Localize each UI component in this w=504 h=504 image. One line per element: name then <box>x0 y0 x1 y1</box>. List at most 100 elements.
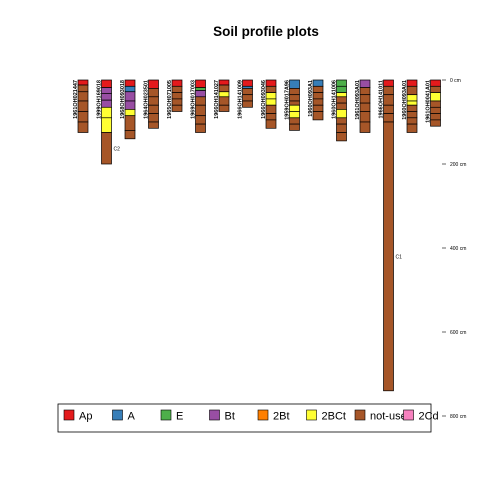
horizon-label: C2 <box>114 146 121 152</box>
depth-tick-label: 400 cm <box>450 246 466 252</box>
horizon-Ap-0 <box>218 79 230 86</box>
horizon-Ap-0 <box>148 79 159 89</box>
horizon-not-used-1 <box>430 85 441 93</box>
legend-swatch <box>403 409 414 421</box>
legend-item-not-used: not-used <box>354 409 413 423</box>
legend-item-E: E <box>160 409 183 423</box>
horizon-not-used-2 <box>148 96 159 106</box>
horizon-Bt-0 <box>359 79 371 88</box>
horizon-2BCt-4 <box>124 109 136 117</box>
profile-1966OH141009: 1966OH141009 <box>238 79 253 119</box>
horizon-2BCt-2 <box>265 92 277 100</box>
legend-item-2Bt: 2Bt <box>257 409 290 423</box>
horizon-not-used-4 <box>195 104 206 117</box>
horizon-not-used-7 <box>336 123 347 133</box>
horizon-2BCt-3 <box>406 100 418 106</box>
horizon-2BCt-3 <box>265 98 277 106</box>
horizon-not-used-2 <box>77 91 89 102</box>
horizon-Bt-1 <box>101 87 112 94</box>
horizon-2BCt-5 <box>289 111 300 119</box>
horizon-Bt-3 <box>101 99 112 108</box>
horizon-not-used-3 <box>430 100 441 108</box>
horizon-not-used-6 <box>289 117 300 125</box>
profile-id-label: 1966OH141027 <box>214 80 220 119</box>
profile-1961OH0041A01: 1961OH0041A01 <box>426 79 441 127</box>
legend-label: E <box>176 411 183 423</box>
horizon-Ap-0 <box>383 79 394 87</box>
horizon-not-used-6 <box>336 117 347 125</box>
horizon-not-used-5 <box>312 111 324 121</box>
horizon-A-0 <box>289 79 300 89</box>
horizon-not-used-5 <box>77 121 89 133</box>
legend-swatch <box>354 409 366 421</box>
horizon-2BCt-2 <box>336 92 347 98</box>
horizon-not-used-6 <box>265 119 277 129</box>
horizon-not-used-1 <box>77 84 89 93</box>
horizon-Ap-0 <box>430 79 441 87</box>
profile-1999OH169018: C2 1999OH169018 <box>97 79 121 165</box>
horizon-not-used-3 <box>77 100 89 112</box>
horizon-not-used-2 <box>289 94 300 102</box>
horizon-Bt-2 <box>195 90 206 98</box>
legend-item-2BCt: 2BCt <box>306 409 346 423</box>
horizon-not-used-5 <box>195 115 206 125</box>
horizon-not-used-3 <box>195 96 206 106</box>
profile-1966OH141011: C1 1966OH141011 <box>379 79 402 392</box>
legend-label: 2Cd <box>419 411 439 423</box>
horizon-E-1 <box>195 87 206 91</box>
horizon-not-used-5 <box>406 111 418 119</box>
legend-item-Bt: Bt <box>209 409 235 423</box>
profile-1961OH093A01: 1961OH093A01 <box>355 79 371 133</box>
horizon-not-used-1 <box>359 87 371 96</box>
profile-id-label: 1964OH023501 <box>144 80 150 119</box>
horizon-not-used-4 <box>265 104 277 114</box>
horizon-not-used-3 <box>218 96 230 106</box>
profile-1966OH093046: 1966OH093046 <box>261 79 277 129</box>
legend-label: Bt <box>225 411 235 423</box>
horizon-not-used-1 <box>383 85 394 96</box>
horizon-not-used-3 <box>383 104 394 114</box>
horizon-not-used-6 <box>406 117 418 125</box>
profile-id-label: 1961OH0041A01 <box>426 80 432 123</box>
horizon-not-used-2 <box>359 94 371 104</box>
horizon-not-used-7 <box>406 123 418 133</box>
profile-1959OH017A96: 1959OH017A96 <box>285 79 300 131</box>
horizon-Bt-2 <box>101 93 112 101</box>
horizon-not-used-5 <box>359 121 371 133</box>
horizon-not-used-4 <box>242 100 253 108</box>
depth-tick-label: 0 cm <box>450 78 461 84</box>
horizon-2BCt-5 <box>101 117 112 133</box>
horizon-not-used-3 <box>148 104 159 114</box>
profile-id-label: 1965OH071005 <box>167 80 173 119</box>
profile-1969OH017003: 1969OH017003 <box>191 79 206 133</box>
profile-id-label: 1960OH093A01 <box>402 80 408 120</box>
profile-id-label: 1966OH093046 <box>261 80 267 119</box>
horizon-Bt-2 <box>124 91 136 102</box>
horizon-Bt-3 <box>124 100 136 110</box>
legend-swatch <box>209 409 220 421</box>
horizon-not-used-3 <box>336 96 347 104</box>
chart-title: Soil profile plots <box>213 24 319 39</box>
legend: Ap A E Bt 2Bt 2BCt not-used 2Cd <box>57 403 439 433</box>
horizon-A-1 <box>124 85 136 93</box>
horizon-not-used-1 <box>289 88 300 96</box>
legend-swatch <box>306 409 317 421</box>
horizon-Ap-0 <box>77 79 89 86</box>
horizon-not-used-4 <box>336 102 347 110</box>
profile-id-label: 1961OH093A01 <box>355 80 361 120</box>
profile-1961OH021447: 1961OH021447 <box>73 79 89 133</box>
horizon-not-used-3 <box>359 102 371 112</box>
profile-id-label: 1999OH169018 <box>97 80 103 119</box>
depth-tick-label: 800 cm <box>450 414 466 420</box>
horizon-Ap-0 <box>242 79 253 87</box>
horizon-not-used-4 <box>383 113 394 123</box>
horizon-not-used-4 <box>171 104 183 112</box>
horizon-E-0 <box>336 79 347 87</box>
depth-tick-label: 600 cm <box>450 330 466 336</box>
profile-1960OH093A01: 1960OH093A01 <box>402 79 418 133</box>
legend-label: not-used <box>370 411 413 423</box>
horizon-not-used-2 <box>383 94 394 106</box>
horizon-not-used-2 <box>242 88 253 96</box>
horizon-not-used-4 <box>218 104 230 112</box>
